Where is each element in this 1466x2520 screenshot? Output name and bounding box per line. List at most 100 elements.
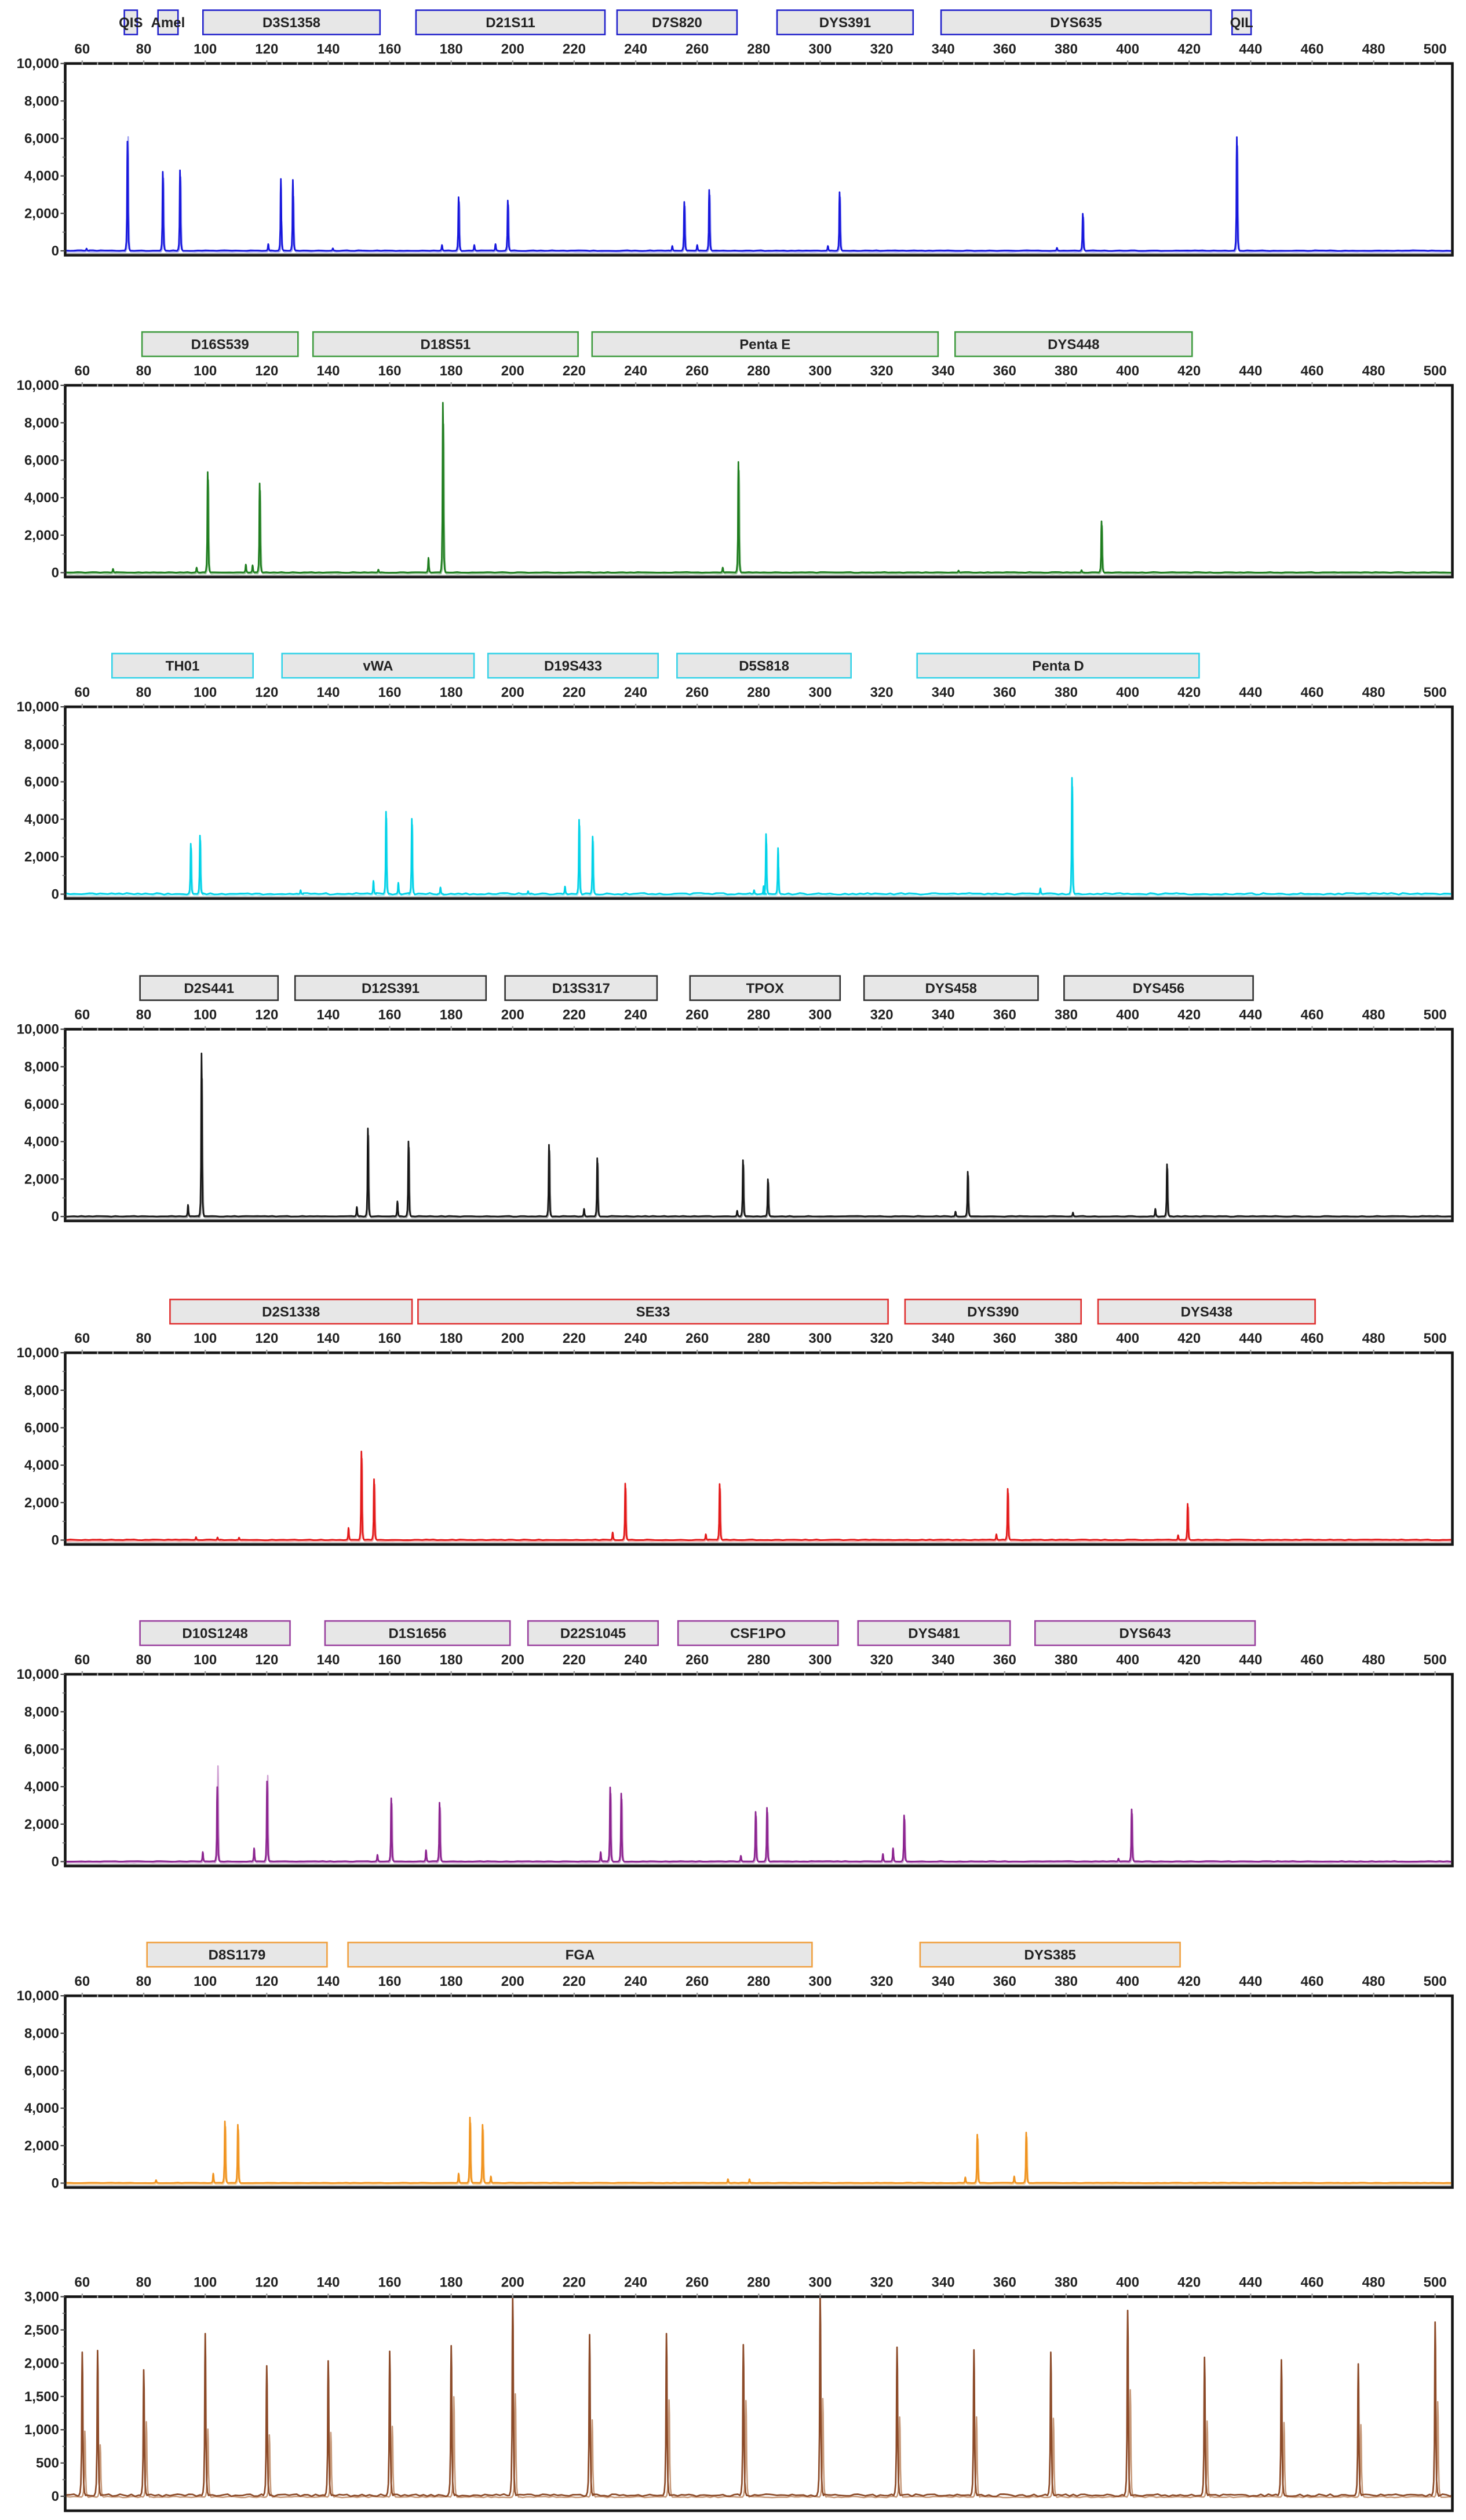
svg-text:6,000: 6,000 — [24, 2064, 59, 2079]
svg-text:80: 80 — [136, 42, 152, 57]
svg-text:420: 420 — [1177, 1652, 1201, 1668]
svg-text:80: 80 — [136, 1331, 152, 1346]
svg-text:220: 220 — [563, 685, 586, 700]
svg-text:120: 120 — [255, 42, 278, 57]
svg-text:360: 360 — [993, 1007, 1016, 1023]
svg-text:320: 320 — [870, 42, 894, 57]
svg-text:2,000: 2,000 — [24, 849, 59, 865]
svg-text:SE33: SE33 — [636, 1305, 670, 1320]
svg-text:140: 140 — [316, 1007, 340, 1023]
svg-text:480: 480 — [1362, 2275, 1385, 2291]
svg-text:10,000: 10,000 — [17, 1345, 59, 1361]
svg-text:260: 260 — [685, 1652, 709, 1668]
svg-text:QIS: QIS — [119, 15, 143, 31]
svg-text:DYS438: DYS438 — [1181, 1305, 1232, 1320]
svg-text:D19S433: D19S433 — [544, 659, 602, 674]
svg-text:240: 240 — [624, 42, 647, 57]
svg-text:4,000: 4,000 — [24, 2101, 59, 2116]
svg-text:2,000: 2,000 — [24, 1817, 59, 1832]
svg-text:6,000: 6,000 — [24, 1420, 59, 1436]
svg-text:TPOX: TPOX — [746, 981, 784, 996]
svg-text:200: 200 — [501, 1974, 524, 1989]
svg-text:280: 280 — [747, 1007, 770, 1023]
svg-text:240: 240 — [624, 1331, 647, 1346]
svg-text:60: 60 — [75, 42, 90, 57]
svg-text:D13S317: D13S317 — [552, 981, 610, 996]
svg-text:140: 140 — [316, 1652, 340, 1668]
svg-text:120: 120 — [255, 363, 278, 379]
svg-text:420: 420 — [1177, 2275, 1201, 2291]
svg-text:180: 180 — [440, 42, 463, 57]
svg-text:440: 440 — [1239, 1974, 1262, 1989]
svg-text:280: 280 — [747, 1652, 770, 1668]
svg-text:400: 400 — [1116, 1652, 1139, 1668]
svg-text:100: 100 — [194, 1652, 217, 1668]
svg-text:DYS448: DYS448 — [1048, 337, 1099, 353]
svg-text:420: 420 — [1177, 685, 1201, 700]
svg-text:220: 220 — [563, 42, 586, 57]
svg-text:220: 220 — [563, 1652, 586, 1668]
svg-text:D18S51: D18S51 — [421, 337, 471, 353]
svg-text:300: 300 — [808, 1652, 832, 1668]
svg-text:200: 200 — [501, 42, 524, 57]
svg-text:60: 60 — [75, 2275, 90, 2291]
svg-text:4,000: 4,000 — [24, 490, 59, 506]
svg-text:260: 260 — [685, 685, 709, 700]
svg-text:DYS643: DYS643 — [1119, 1626, 1171, 1642]
svg-text:360: 360 — [993, 363, 1016, 379]
svg-text:260: 260 — [685, 1007, 709, 1023]
svg-text:240: 240 — [624, 1652, 647, 1668]
svg-text:280: 280 — [747, 2275, 770, 2291]
svg-text:340: 340 — [932, 1652, 955, 1668]
svg-text:2,000: 2,000 — [24, 1495, 59, 1511]
svg-text:140: 140 — [316, 363, 340, 379]
svg-text:160: 160 — [378, 1652, 401, 1668]
svg-text:140: 140 — [316, 1331, 340, 1346]
svg-text:400: 400 — [1116, 363, 1139, 379]
svg-text:8,000: 8,000 — [24, 1059, 59, 1075]
svg-text:280: 280 — [747, 685, 770, 700]
svg-text:6,000: 6,000 — [24, 1742, 59, 1758]
svg-text:CSF1PO: CSF1PO — [730, 1626, 786, 1642]
svg-text:320: 320 — [870, 1974, 894, 1989]
svg-text:200: 200 — [501, 685, 524, 700]
svg-text:500: 500 — [1424, 1652, 1447, 1668]
svg-text:120: 120 — [255, 685, 278, 700]
svg-text:440: 440 — [1239, 685, 1262, 700]
svg-text:0: 0 — [52, 1854, 59, 1870]
svg-text:80: 80 — [136, 685, 152, 700]
svg-text:100: 100 — [194, 1007, 217, 1023]
svg-text:400: 400 — [1116, 2275, 1139, 2291]
svg-text:460: 460 — [1300, 1652, 1323, 1668]
svg-text:400: 400 — [1116, 1331, 1139, 1346]
svg-text:2,500: 2,500 — [24, 2322, 59, 2338]
svg-text:420: 420 — [1177, 363, 1201, 379]
svg-text:480: 480 — [1362, 1007, 1385, 1023]
svg-text:0: 0 — [52, 243, 59, 259]
svg-text:360: 360 — [993, 2275, 1016, 2291]
svg-text:100: 100 — [194, 363, 217, 379]
svg-text:DYS456: DYS456 — [1133, 981, 1184, 996]
svg-text:500: 500 — [1424, 363, 1447, 379]
svg-text:10,000: 10,000 — [17, 1022, 59, 1038]
svg-text:460: 460 — [1300, 1331, 1323, 1346]
svg-text:120: 120 — [255, 1331, 278, 1346]
svg-text:380: 380 — [1055, 363, 1078, 379]
svg-text:8,000: 8,000 — [24, 1704, 59, 1720]
svg-text:280: 280 — [747, 42, 770, 57]
svg-text:100: 100 — [194, 685, 217, 700]
svg-text:180: 180 — [440, 1331, 463, 1346]
svg-text:320: 320 — [870, 1652, 894, 1668]
svg-text:420: 420 — [1177, 42, 1201, 57]
svg-text:1,500: 1,500 — [24, 2389, 59, 2405]
svg-text:300: 300 — [808, 42, 832, 57]
svg-text:400: 400 — [1116, 685, 1139, 700]
svg-text:240: 240 — [624, 685, 647, 700]
svg-text:D16S539: D16S539 — [191, 337, 249, 353]
svg-text:60: 60 — [75, 363, 90, 379]
svg-text:140: 140 — [316, 42, 340, 57]
svg-text:DYS385: DYS385 — [1024, 1948, 1076, 1963]
svg-text:440: 440 — [1239, 1007, 1262, 1023]
svg-text:220: 220 — [563, 2275, 586, 2291]
svg-text:340: 340 — [932, 2275, 955, 2291]
